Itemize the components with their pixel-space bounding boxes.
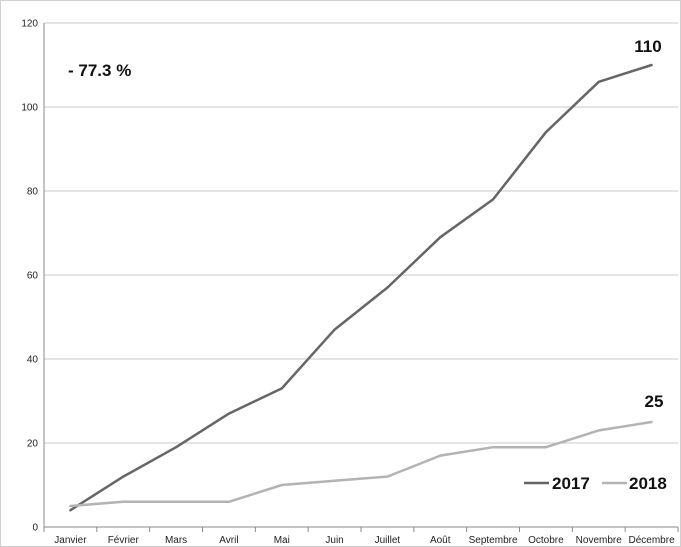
legend-label-2018: 2018 [629,474,667,493]
y-tick-label: 40 [27,355,39,366]
y-tick-label: 80 [27,187,39,198]
y-tick-label: 20 [27,439,39,450]
end-value-2018-label: 25 [645,392,664,411]
y-tick-label: 120 [21,19,38,30]
legend-label-2017: 2017 [552,474,590,493]
x-tick-label: Décembre [629,535,676,546]
x-tick-label: Janvier [54,535,87,546]
x-tick-label: Avril [219,535,238,546]
gridlines [44,22,678,444]
x-tick-label: Novembre [576,535,623,546]
legend: 2017 2018 [524,474,667,493]
y-tick-label: 0 [32,523,38,534]
x-tick-label: Août [430,535,451,546]
series-line-2017 [69,63,653,512]
x-tick-label: Septembre [469,535,518,546]
axes: 0 20 40 60 80 100 120 Janvier Février Mars Avril Ma… [21,19,679,546]
series-lines [69,63,653,512]
change-annotation: - 77.3 % [68,61,131,80]
x-tick-label: Juin [325,535,343,546]
y-tick-label: 100 [21,103,38,114]
x-tick-label: Mai [274,535,290,546]
x-tick-label: Juillet [375,535,401,546]
end-value-2017-label: 110 [634,37,661,56]
x-tick-label: Octobre [528,535,564,546]
y-tick-label: 60 [27,271,39,282]
x-tick-label: Février [108,535,140,546]
series-line-2018 [69,420,653,508]
x-tick-label: Mars [165,535,187,546]
